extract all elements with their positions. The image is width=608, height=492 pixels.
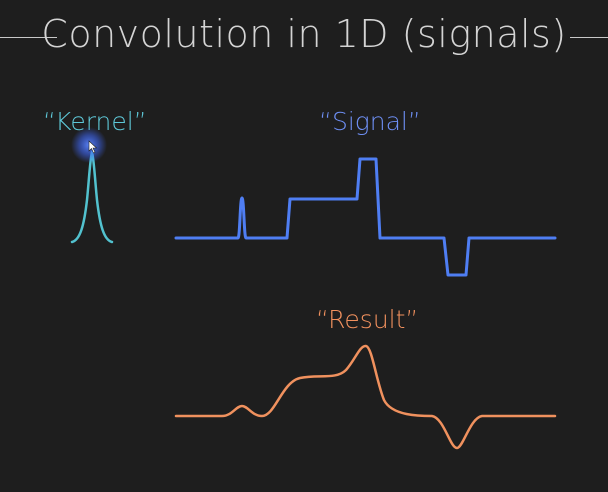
kernel-curve xyxy=(70,150,114,244)
cursor-pointer-icon xyxy=(88,140,98,154)
signal-curve xyxy=(174,157,557,277)
slide-title: Convolution in 1D (signals) xyxy=(41,12,567,56)
title-rule-right xyxy=(570,37,608,38)
result-label: “Result” xyxy=(316,305,419,334)
result-curve xyxy=(174,344,557,450)
signal-label: “Signal” xyxy=(319,107,421,136)
title-rule-left xyxy=(0,37,57,38)
